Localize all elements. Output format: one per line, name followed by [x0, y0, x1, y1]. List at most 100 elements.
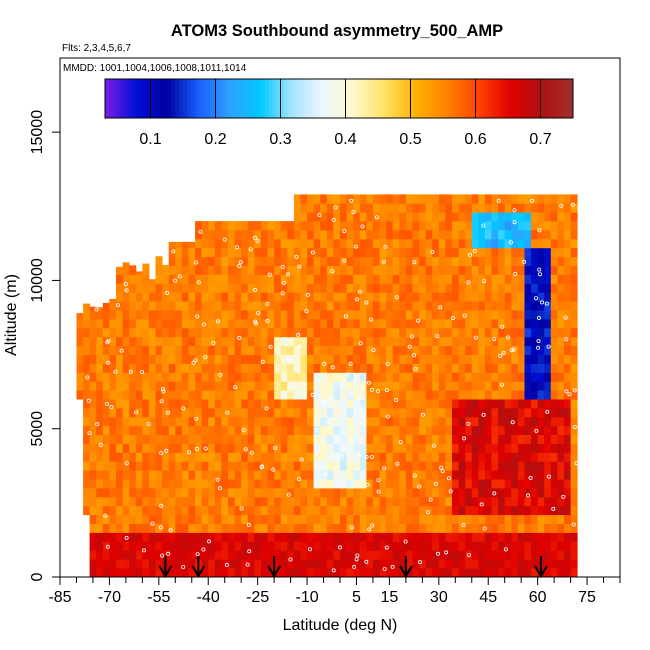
heatmap-cell	[491, 363, 499, 373]
sample-point	[505, 335, 510, 340]
heatmap-cell	[405, 292, 413, 302]
heatmap-cell	[326, 461, 334, 471]
heatmap-cell	[557, 443, 565, 453]
heatmap-cell	[524, 390, 532, 400]
heatmap-cell	[148, 292, 156, 302]
heatmap-cell	[386, 408, 394, 418]
heatmap-cell	[379, 496, 387, 507]
heatmap-cell	[524, 568, 532, 578]
heatmap-cell	[89, 496, 97, 507]
heatmap-cell	[313, 203, 321, 213]
sample-point	[536, 338, 541, 343]
heatmap-cell	[445, 568, 453, 578]
heatmap-cell	[254, 514, 262, 524]
x-tick-label: 75	[578, 589, 596, 606]
heatmap-cell	[155, 488, 163, 498]
heatmap-cell	[346, 354, 354, 364]
heatmap-cell	[168, 372, 176, 382]
heatmap-cell	[550, 363, 558, 373]
heatmap-cell	[544, 274, 552, 284]
heatmap-cell	[445, 479, 453, 489]
heatmap-cell	[399, 336, 407, 347]
heatmap-cell	[175, 241, 183, 249]
heatmap-cell	[504, 532, 512, 542]
heatmap-cell	[307, 363, 315, 373]
heatmap-cell	[570, 461, 578, 471]
heatmap-cell	[557, 452, 565, 462]
heatmap-cell	[471, 541, 479, 551]
heatmap-cell	[241, 568, 249, 578]
heatmap-cell	[260, 541, 268, 551]
heatmap-cell	[412, 363, 420, 373]
heatmap-cell	[83, 372, 91, 382]
heatmap-cell	[300, 505, 308, 516]
sample-point	[168, 528, 173, 533]
heatmap-cell	[432, 505, 440, 516]
heatmap-cell	[181, 301, 189, 311]
heatmap-cell	[122, 532, 130, 542]
heatmap-cell	[531, 265, 539, 275]
heatmap-cell	[399, 256, 407, 266]
sample-point	[134, 410, 139, 415]
heatmap-cell	[162, 514, 170, 524]
heatmap-cell	[452, 230, 459, 240]
heatmap-cell	[168, 550, 176, 560]
colorbar-swatch	[424, 79, 430, 118]
heatmap-cell	[399, 399, 407, 409]
heatmap-cell	[386, 310, 394, 320]
colorbar-swatch	[272, 79, 278, 118]
heatmap-cell	[564, 194, 571, 204]
sample-point	[398, 440, 403, 445]
heatmap-cell	[399, 327, 407, 338]
heatmap-cell	[241, 292, 249, 302]
heatmap-cell	[491, 283, 499, 293]
heatmap-cell	[89, 310, 97, 320]
heatmap-cell	[148, 505, 156, 516]
sample-point	[530, 198, 535, 203]
heatmap-cell	[366, 461, 374, 471]
colorbar-swatch	[475, 79, 480, 118]
heatmap-cell	[359, 425, 367, 435]
heatmap-cell	[320, 488, 328, 498]
heatmap-cell	[511, 488, 519, 498]
heatmap-cell	[544, 568, 552, 578]
heatmap-cell	[399, 523, 407, 533]
sample-point	[299, 457, 304, 462]
heatmap-cell	[96, 514, 104, 524]
heatmap-cell	[346, 194, 354, 204]
heatmap-cell	[109, 559, 117, 569]
heatmap-cell	[241, 327, 249, 338]
heatmap-cell	[340, 479, 347, 489]
heatmap-cell	[234, 372, 242, 382]
heatmap-cell	[511, 443, 519, 453]
heatmap-cell	[399, 488, 407, 498]
heatmap-cell	[89, 381, 97, 391]
heatmap-cell	[405, 505, 413, 516]
heatmap-cell	[511, 479, 519, 489]
heatmap-cell	[419, 452, 427, 462]
heatmap-cell	[195, 256, 203, 266]
heatmap-cell	[307, 514, 315, 524]
heatmap-cell	[340, 203, 347, 213]
heatmap-cell	[550, 399, 558, 409]
heatmap-cell	[280, 479, 288, 489]
heatmap-cell	[432, 310, 440, 320]
heatmap-cell	[188, 363, 196, 373]
heatmap-cell	[221, 425, 229, 435]
heatmap-cell	[142, 265, 150, 275]
heatmap-cell	[452, 310, 459, 320]
heatmap-cell	[531, 238, 539, 249]
heatmap-cell	[135, 523, 143, 533]
sample-point	[265, 301, 270, 306]
heatmap-cell	[89, 327, 97, 338]
heatmap-cell	[471, 363, 479, 373]
sample-point	[247, 549, 252, 554]
heatmap-cell	[366, 434, 374, 444]
heatmap-cell	[484, 390, 492, 400]
heatmap-cell	[511, 568, 519, 578]
heatmap-cell	[293, 310, 301, 320]
flight-arrows	[158, 556, 548, 578]
heatmap-cell	[116, 266, 123, 275]
heatmap-cell	[274, 532, 282, 542]
heatmap-cell	[307, 381, 315, 391]
